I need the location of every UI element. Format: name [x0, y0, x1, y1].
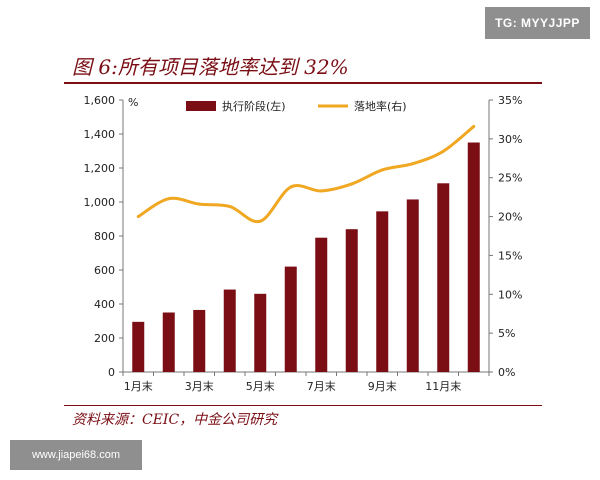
watermark-bottom: www.jiapei68.com [10, 440, 142, 470]
bar-6月末 [284, 266, 297, 372]
left-tick-label: 1,600 [84, 94, 116, 107]
right-tick-label: 30% [498, 133, 522, 146]
right-tick-label: 0% [498, 366, 515, 379]
left-tick-label: 600 [94, 264, 115, 277]
line-point-2月末 [167, 197, 171, 201]
source-note: 资料来源：CEIC，中金公司研究 [72, 412, 278, 428]
bar-1月末 [132, 321, 145, 372]
legend-label-bar: 执行阶段(左) [222, 99, 286, 113]
left-tick-label: 400 [94, 298, 115, 311]
legend-swatch-bar [186, 101, 216, 111]
line-series-landing-rate [137, 125, 475, 224]
bar-10月末 [406, 199, 419, 372]
source-divider [64, 405, 542, 406]
right-tick-label: 35% [498, 94, 522, 107]
bar-11月末 [437, 183, 450, 372]
x-tick-label: 7月末 [307, 379, 336, 393]
left-tick-label: 200 [94, 332, 115, 345]
line-point-9月末 [380, 168, 384, 172]
line-point-7月末 [319, 189, 323, 193]
line-point-12月末 [472, 124, 476, 128]
line-point-3月末 [197, 202, 201, 206]
bar-4月末 [223, 289, 236, 372]
left-tick-label: 1,400 [84, 128, 116, 141]
right-tick-label: 15% [498, 249, 522, 262]
bar-5月末 [254, 293, 267, 372]
left-tick-label: 1,200 [84, 162, 116, 175]
right-tick-label: 5% [498, 327, 515, 340]
right-tick-label: 20% [498, 211, 522, 224]
left-tick-label: 800 [94, 230, 115, 243]
bar-8月末 [345, 229, 358, 372]
x-tick-label: 1月末 [124, 379, 153, 393]
line-point-10月末 [411, 162, 415, 166]
line-point-8月末 [350, 182, 354, 186]
line-point-5月末 [258, 219, 262, 223]
figure-title: 图 6:所有项目落地率达到 32% [72, 55, 349, 79]
right-tick-label: 10% [498, 288, 522, 301]
bar-2月末 [162, 312, 175, 372]
bar-9月末 [376, 211, 389, 372]
x-tick-label: 11月末 [425, 379, 461, 393]
right-axis-unit-label: % [128, 96, 138, 109]
x-tick-label: 3月末 [185, 379, 214, 393]
left-tick-label: 1,000 [84, 196, 116, 209]
left-tick-label: 0 [108, 366, 115, 379]
line-point-11月末 [441, 149, 445, 153]
title-divider [64, 82, 542, 84]
line-point-1月末 [136, 215, 140, 219]
watermark-top: TG: MYYJJPP [485, 7, 590, 39]
legend-label-line: 落地率(右) [354, 99, 407, 113]
right-tick-label: 25% [498, 172, 522, 185]
bar-7月末 [315, 237, 328, 372]
line-point-6月末 [289, 185, 293, 189]
x-tick-label: 5月末 [246, 379, 275, 393]
bar-3月末 [193, 309, 206, 372]
x-tick-label: 9月末 [368, 379, 397, 393]
bar-12月末 [467, 142, 480, 372]
line-point-4月末 [228, 204, 232, 208]
